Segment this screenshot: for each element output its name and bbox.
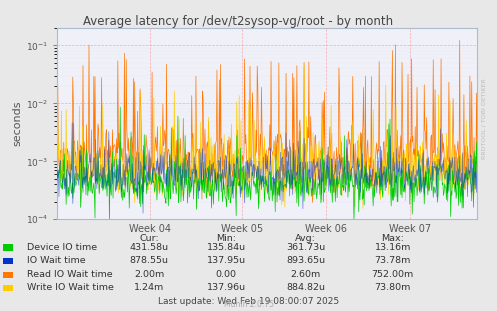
Text: Device IO time: Device IO time [27, 243, 97, 252]
Text: 137.95u: 137.95u [207, 256, 246, 265]
Text: Munin 2.0.75: Munin 2.0.75 [224, 300, 273, 309]
Text: 73.78m: 73.78m [374, 256, 411, 265]
Y-axis label: seconds: seconds [13, 101, 23, 146]
Text: Write IO Wait time: Write IO Wait time [27, 284, 114, 292]
Text: 884.82u: 884.82u [286, 284, 325, 292]
Text: 137.96u: 137.96u [207, 284, 246, 292]
Text: Read IO Wait time: Read IO Wait time [27, 270, 113, 279]
Text: 2.00m: 2.00m [134, 270, 164, 279]
Text: Last update: Wed Feb 19 08:00:07 2025: Last update: Wed Feb 19 08:00:07 2025 [158, 297, 339, 305]
Text: 13.16m: 13.16m [374, 243, 411, 252]
Text: 893.65u: 893.65u [286, 256, 325, 265]
Text: RRDTOOL / TOBI OETIKER: RRDTOOL / TOBI OETIKER [481, 78, 486, 159]
Text: IO Wait time: IO Wait time [27, 256, 86, 265]
Text: 73.80m: 73.80m [374, 284, 411, 292]
Text: Average latency for /dev/t2sysop-vg/root - by month: Average latency for /dev/t2sysop-vg/root… [83, 15, 394, 28]
Text: 2.60m: 2.60m [291, 270, 321, 279]
Text: 0.00: 0.00 [216, 270, 237, 279]
Text: 361.73u: 361.73u [286, 243, 325, 252]
Text: Max:: Max: [381, 234, 404, 243]
Text: Cur:: Cur: [139, 234, 159, 243]
Text: Avg:: Avg: [295, 234, 316, 243]
Text: 135.84u: 135.84u [207, 243, 246, 252]
Text: 431.58u: 431.58u [130, 243, 168, 252]
Text: 878.55u: 878.55u [130, 256, 168, 265]
Text: Min:: Min: [216, 234, 236, 243]
Text: 752.00m: 752.00m [371, 270, 414, 279]
Text: 1.24m: 1.24m [134, 284, 164, 292]
